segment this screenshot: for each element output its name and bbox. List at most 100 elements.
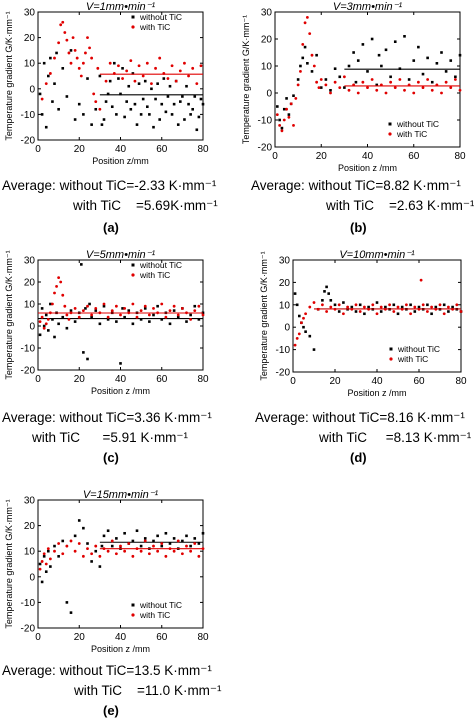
- data-point-without-tic: [195, 128, 199, 132]
- data-point-with-tic: [119, 313, 122, 317]
- data-point-with-tic: [65, 313, 69, 317]
- data-point-with-tic: [88, 46, 91, 50]
- data-point-without-tic: [69, 611, 73, 614]
- chart-d: V=10mm•min⁻¹ 0 20 40 60 80 -20 -10 0 10 20 30 Positi…: [259, 249, 467, 398]
- data-point-without-tic: [141, 97, 145, 101]
- data-point-with-tic: [293, 343, 297, 347]
- data-point-with-tic: [449, 86, 453, 89]
- data-point-without-tic: [435, 62, 439, 65]
- data-point-with-tic: [55, 285, 58, 288]
- x-tick-label: 20: [74, 144, 86, 155]
- data-point-with-tic: [65, 544, 69, 548]
- data-point-without-tic: [181, 539, 184, 543]
- x-tick-label: 20: [316, 151, 328, 162]
- data-point-without-tic: [119, 362, 122, 365]
- data-point-with-tic: [98, 554, 102, 558]
- data-point-without-tic: [42, 61, 46, 65]
- average-without-tic: without TiC=13.5 K·mm⁻¹: [59, 663, 212, 678]
- data-point-without-tic: [333, 303, 337, 307]
- data-point-without-tic: [80, 263, 83, 266]
- data-point-without-tic: [287, 113, 291, 116]
- legend-label-without-tic: without TiC: [139, 600, 182, 610]
- legend-label-without-tic: without TiC: [139, 12, 182, 22]
- data-point-with-tic: [135, 315, 139, 319]
- data-point-with-tic: [189, 549, 193, 553]
- data-point-with-tic: [295, 337, 299, 340]
- data-point-with-tic: [46, 547, 50, 551]
- data-point-with-tic: [160, 542, 164, 545]
- data-point-without-tic: [201, 531, 205, 535]
- data-point-with-tic: [403, 88, 406, 92]
- data-point-with-tic: [325, 310, 328, 313]
- data-point-without-tic: [106, 318, 110, 321]
- x-tick-label: 0: [35, 632, 41, 643]
- y-tick-label: 10: [24, 547, 36, 558]
- data-point-with-tic: [40, 315, 44, 319]
- x-axis-label: Position z /mm: [91, 386, 150, 396]
- data-point-with-tic: [299, 70, 302, 73]
- average-label: Average:: [255, 410, 309, 425]
- data-point-without-tic: [106, 529, 110, 533]
- data-point-without-tic: [189, 313, 192, 317]
- y-tick-label: 30: [279, 256, 291, 267]
- data-point-without-tic: [42, 324, 46, 328]
- data-point-with-tic: [442, 312, 446, 316]
- x-tick-label: 0: [35, 374, 41, 385]
- data-point-without-tic: [152, 539, 155, 543]
- data-point-without-tic: [143, 307, 147, 310]
- data-point-without-tic: [152, 313, 155, 317]
- data-point-with-tic: [168, 309, 172, 312]
- data-point-without-tic: [377, 53, 381, 57]
- data-point-with-tic: [40, 560, 44, 563]
- data-point-with-tic: [337, 303, 341, 307]
- y-tick-label: -20: [21, 366, 36, 377]
- data-point-with-tic: [384, 91, 388, 95]
- data-point-without-tic: [168, 322, 172, 326]
- data-point-without-tic: [421, 72, 425, 76]
- average-with-tic: =8.13 K·mm⁻¹: [385, 430, 472, 445]
- y-tick-label: -20: [258, 143, 273, 154]
- data-point-without-tic: [409, 303, 412, 307]
- data-point-without-tic: [392, 303, 396, 307]
- data-point-with-tic: [421, 303, 425, 307]
- y-axis-label: Temperature gradient G/K·mm⁻¹: [241, 15, 251, 144]
- data-point-with-tic: [73, 49, 77, 52]
- data-point-with-tic: [114, 304, 118, 308]
- data-point-with-tic: [94, 307, 98, 310]
- data-point-without-tic: [49, 56, 52, 60]
- y-tick-label: 20: [24, 33, 36, 44]
- x-tick-label: 60: [156, 632, 168, 643]
- data-point-without-tic: [454, 75, 457, 79]
- data-point-without-tic: [426, 303, 429, 307]
- data-point-without-tic: [162, 77, 166, 80]
- data-point-without-tic: [166, 95, 170, 98]
- data-point-without-tic: [150, 87, 153, 91]
- data-point-with-tic: [65, 38, 69, 42]
- data-point-with-tic: [94, 544, 98, 548]
- data-point-without-tic: [366, 70, 369, 73]
- data-point-with-tic: [356, 91, 360, 95]
- legend-label-with-tic: with TiC: [139, 610, 170, 620]
- data-point-with-tic: [416, 80, 420, 84]
- data-point-without-tic: [137, 82, 141, 85]
- x-tick-label: 40: [362, 151, 374, 162]
- data-point-without-tic: [179, 100, 182, 103]
- average-with-tic: =5.91 K·mm⁻¹: [102, 430, 189, 445]
- data-point-without-tic: [139, 113, 143, 116]
- data-point-without-tic: [115, 537, 118, 540]
- data-point-with-tic: [164, 554, 168, 558]
- data-point-with-tic: [304, 312, 307, 316]
- data-point-with-tic: [42, 326, 46, 330]
- data-point-without-tic: [38, 92, 42, 96]
- data-point-with-tic: [110, 539, 114, 543]
- data-point-without-tic: [44, 313, 48, 317]
- average-label: Average:: [251, 178, 305, 193]
- data-point-without-tic: [121, 307, 124, 310]
- data-point-with-tic: [361, 80, 365, 84]
- data-point-without-tic: [172, 309, 176, 312]
- data-point-with-tic: [48, 557, 52, 561]
- data-point-without-tic: [94, 309, 98, 312]
- data-point-without-tic: [329, 89, 332, 92]
- data-point-with-tic: [421, 86, 425, 89]
- data-point-without-tic: [363, 312, 366, 316]
